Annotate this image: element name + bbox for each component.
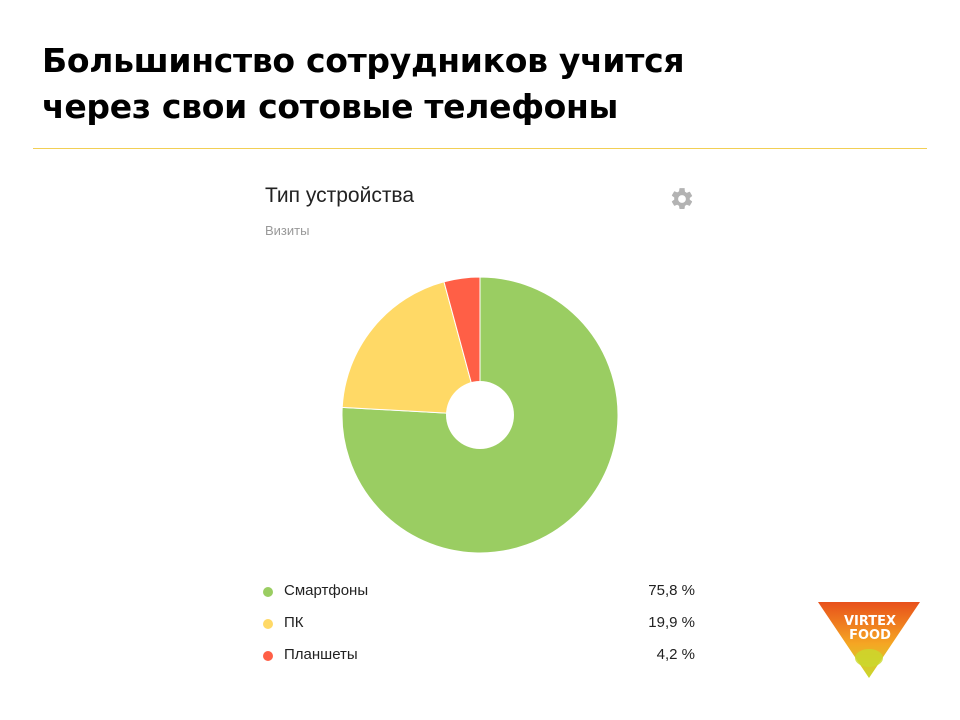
chart-legend: Смартфоны 75,8 % ПК 19,9 % Планшеты 4,2 … xyxy=(263,578,695,674)
legend-label-smartphones: Смартфоны xyxy=(284,582,369,599)
donut-hole xyxy=(446,381,514,449)
legend-value-smartphones: 75,8 % xyxy=(648,582,695,599)
legend-marker-smartphones xyxy=(263,587,273,597)
legend-item-tablets[interactable]: Планшеты 4,2 % xyxy=(263,642,695,674)
logo-text-line-2: FOOD xyxy=(849,628,891,643)
legend-label-pc: ПК xyxy=(284,614,304,631)
gear-icon[interactable] xyxy=(669,186,695,212)
pie-slice-tablets[interactable] xyxy=(443,276,481,416)
virtex-food-logo: VIRTEX FOOD xyxy=(818,602,920,678)
legend-label-tablets: Планшеты xyxy=(284,646,358,663)
widget-title: Тип устройства xyxy=(265,184,415,207)
slide-title-line-1: Большинство сотрудников учится xyxy=(42,41,685,80)
slide-title: Большинство сотрудников учится через сво… xyxy=(42,38,802,130)
legend-marker-pc xyxy=(263,619,273,629)
logo-text-line-1: VIRTEX xyxy=(844,614,896,629)
pie-slice-pc[interactable] xyxy=(341,281,481,416)
legend-value-pc: 19,9 % xyxy=(648,614,695,631)
legend-marker-tablets xyxy=(263,651,273,661)
widget-subtitle: Визиты xyxy=(265,223,310,238)
legend-item-smartphones[interactable]: Смартфоны 75,8 % xyxy=(263,578,695,610)
device-type-pie-chart xyxy=(341,276,619,554)
slide-title-line-2: через свои сотовые телефоны xyxy=(42,87,619,126)
pie-slice-smartphones[interactable] xyxy=(341,276,619,554)
legend-item-pc[interactable]: ПК 19,9 % xyxy=(263,610,695,642)
legend-value-tablets: 4,2 % xyxy=(656,646,695,663)
title-divider xyxy=(33,148,927,149)
